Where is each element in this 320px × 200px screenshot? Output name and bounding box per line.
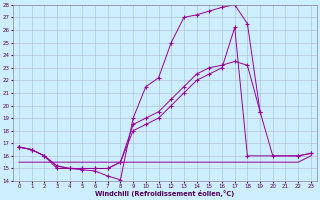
X-axis label: Windchill (Refroidissement éolien,°C): Windchill (Refroidissement éolien,°C) bbox=[95, 190, 235, 197]
